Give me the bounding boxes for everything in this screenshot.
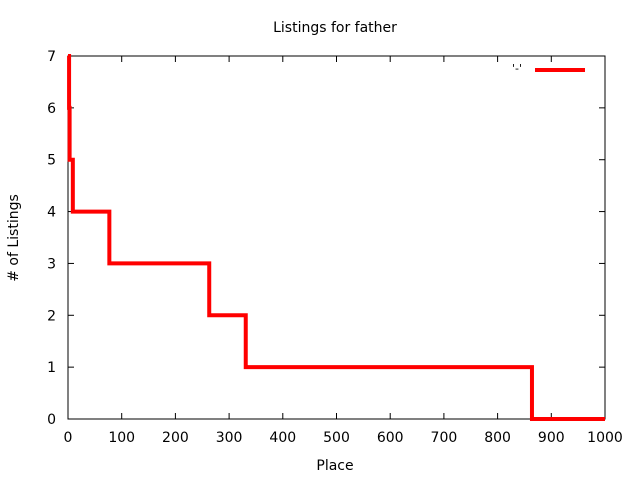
- ticks-layer: 0 100 200 300 400 500 600 700 800 900 1000 0 1 2 3 4 5 6 7: [47, 49, 623, 446]
- y-tick-label: 4: [47, 205, 56, 221]
- plot-frame: [67, 55, 606, 420]
- series-layer: [67, 54, 605, 421]
- series-line: [67, 54, 605, 421]
- chart-title: Listings for father: [273, 20, 397, 36]
- legend-label: '-': [512, 62, 522, 75]
- y-tick-label: 7: [47, 49, 56, 65]
- x-tick-label: 400: [269, 430, 296, 446]
- x-tick-label: 300: [216, 430, 243, 446]
- x-tick-label: 600: [377, 430, 404, 446]
- y-axis-label: # of Listings: [6, 194, 22, 282]
- x-tick-label: 200: [162, 430, 189, 446]
- x-tick-label: 100: [108, 430, 135, 446]
- x-tick-label: 500: [323, 430, 350, 446]
- x-tick-label: 900: [538, 430, 565, 446]
- x-tick-label: 0: [64, 430, 73, 446]
- y-tick-label: 1: [47, 360, 56, 376]
- y-tick-label: 3: [47, 256, 56, 272]
- x-tick-label: 1000: [587, 430, 623, 446]
- y-tick-label: 5: [47, 153, 56, 169]
- legend: '-': [512, 62, 585, 75]
- x-axis-label: Place: [316, 458, 353, 474]
- y-tick-label: 0: [47, 412, 56, 428]
- x-tick-label: 800: [484, 430, 511, 446]
- y-tick-label: 6: [47, 101, 56, 117]
- y-tick-label: 2: [47, 308, 56, 324]
- x-tick-label: 700: [431, 430, 458, 446]
